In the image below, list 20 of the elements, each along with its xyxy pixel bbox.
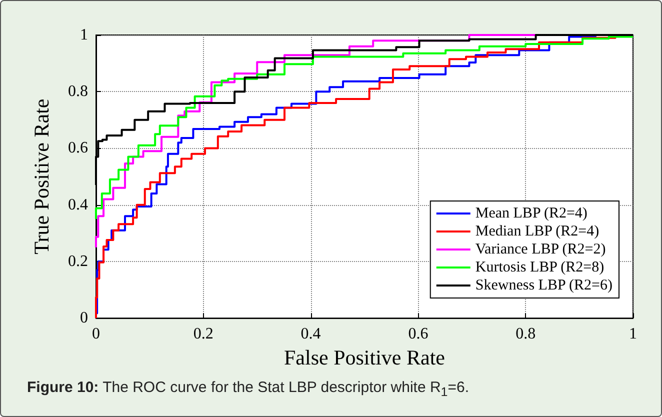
y-tick-label: 0 <box>80 310 88 327</box>
y-axis-title: True Positive Rate <box>30 98 54 254</box>
x-tick-label: 0.2 <box>193 326 214 343</box>
y-tick-label: 0.8 <box>68 83 88 100</box>
x-tick-label: 0.6 <box>408 326 428 343</box>
y-tick-label: 0.6 <box>68 140 88 157</box>
caption: Figure 10: The ROC curve for the Stat LBP descriptor white R$_{1}$=6. <box>27 379 470 399</box>
x-tick-label: 0.8 <box>516 326 536 343</box>
y-tick-label: 0.4 <box>68 196 88 214</box>
y-tick-label: 0.2 <box>68 252 88 270</box>
x-tick-label: 1 <box>629 326 637 343</box>
x-tick-label: 0.4 <box>300 326 321 343</box>
legend-label: Median LBP (R2=4) <box>475 224 600 240</box>
y-tick-label: 1 <box>80 26 88 44</box>
legend-label: Skewness LBP (R2=6) <box>475 278 612 294</box>
legend-label: Mean LBP (R2=4) <box>475 206 588 222</box>
legend-label: Variance LBP (R2=2) <box>475 242 606 258</box>
x-tick-label: 0 <box>92 326 100 343</box>
x-axis-title: False Positive Rate <box>284 346 445 370</box>
legend-label: Kurtosis LBP (R2=8) <box>475 260 604 276</box>
